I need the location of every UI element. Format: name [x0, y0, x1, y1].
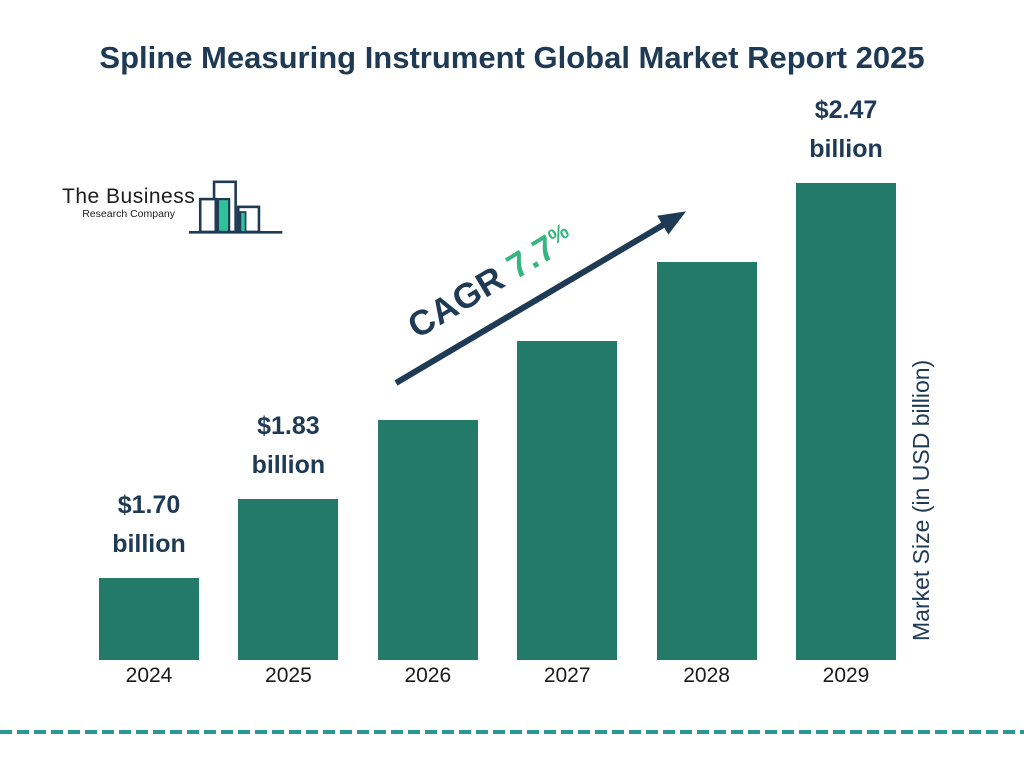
- company-logo: The Business Research Company: [62, 176, 284, 236]
- value-label-2029: $2.47 billion: [766, 91, 926, 169]
- x-tick-label-2026: 2026: [404, 664, 452, 687]
- page-title: Spline Measuring Instrument Global Marke…: [0, 34, 1024, 81]
- value-unit: billion: [809, 135, 883, 163]
- value-amount: $1.83: [257, 412, 320, 440]
- bar-chart-logo-icon: [189, 180, 283, 234]
- page-title-text: Spline Measuring Instrument Global Marke…: [99, 40, 925, 75]
- growth-trend-arrow-icon: [394, 211, 687, 386]
- bar-2027: [517, 341, 618, 660]
- x-tick-label-2024: 2024: [125, 664, 173, 687]
- bar-2026: [377, 420, 478, 660]
- value-label-2024: $1.70 billion: [69, 486, 229, 564]
- x-tick-label-2028: 2028: [683, 664, 730, 687]
- y-axis-label: Market Size (in USD billion): [908, 359, 934, 641]
- value-amount: $2.47: [814, 96, 878, 124]
- bar-2029: [796, 183, 896, 660]
- value-unit: billion: [112, 530, 186, 558]
- x-tick-label-2025: 2025: [265, 664, 312, 687]
- x-tick-label-2027: 2027: [543, 664, 591, 687]
- value-unit: billion: [251, 451, 326, 479]
- logo-text: The Business Research Company: [62, 185, 195, 236]
- logo-subname: Research Company: [82, 208, 176, 220]
- bar-2028: [656, 262, 757, 660]
- value-label-2025: $1.83 billion: [208, 407, 368, 485]
- bar-2024: [99, 578, 199, 660]
- logo-name: The Business: [62, 185, 196, 208]
- x-tick-label-2029: 2029: [822, 664, 870, 687]
- bar-2025: [238, 499, 339, 660]
- bottom-dashed-divider: [0, 730, 1024, 734]
- value-amount: $1.70: [117, 491, 181, 519]
